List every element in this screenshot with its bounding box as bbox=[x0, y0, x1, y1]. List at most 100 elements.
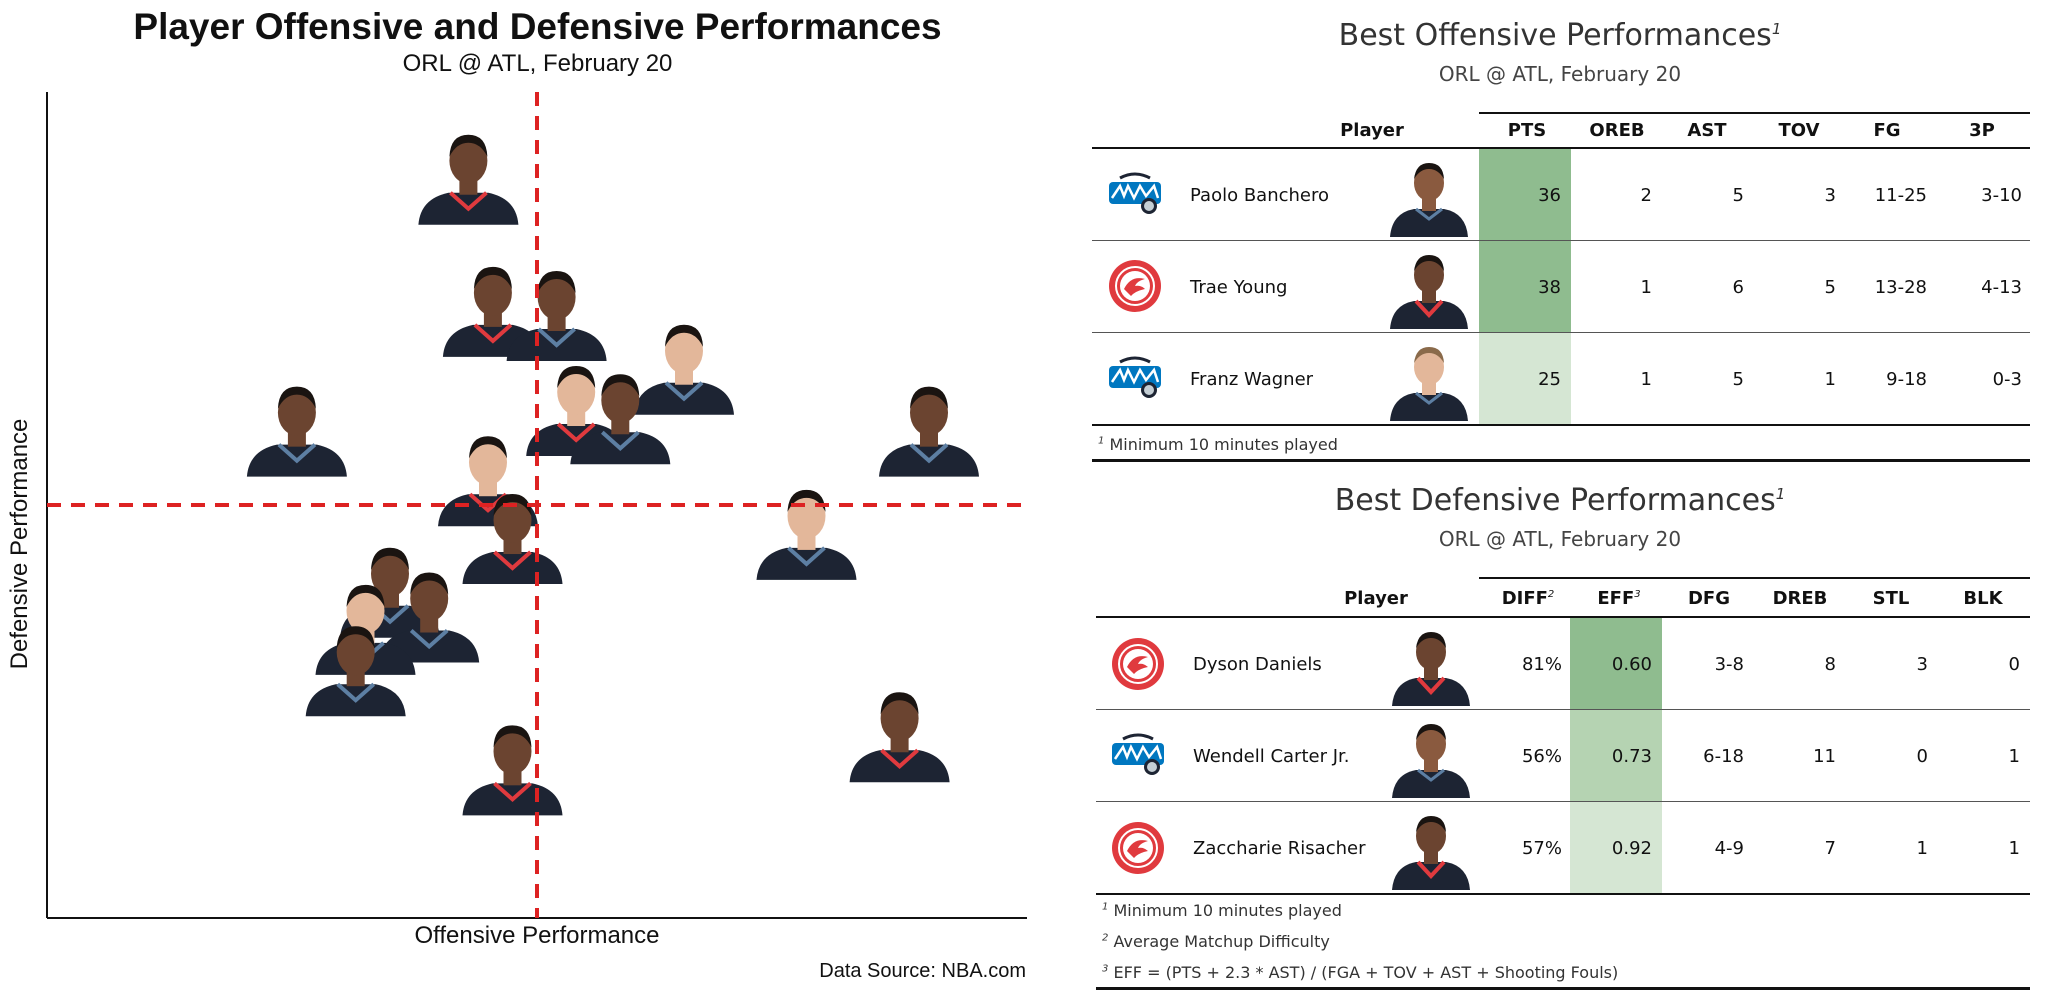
tov-value: 1 bbox=[1824, 369, 1836, 390]
dfg-value: 6-18 bbox=[1703, 746, 1744, 767]
col-tov: TOV bbox=[1778, 120, 1820, 141]
pts-highlight bbox=[1479, 333, 1571, 424]
fg-value: 11-25 bbox=[1874, 185, 1927, 206]
data-source: Data Source: NBA.com bbox=[819, 960, 1026, 982]
dfg-value: 4-9 bbox=[1714, 838, 1744, 859]
magic-logo-icon bbox=[1106, 352, 1164, 408]
player-point bbox=[570, 374, 671, 465]
eff-value: 0.60 bbox=[1611, 654, 1652, 675]
offense-footnote: 1 Minimum 10 minutes played bbox=[1098, 435, 1338, 454]
dreb-value: 11 bbox=[1813, 746, 1836, 767]
chart-subtitle: ORL @ ATL, February 20 bbox=[402, 50, 673, 77]
player-name: Wendell Carter Jr. bbox=[1193, 746, 1350, 767]
x-axis-label: Offensive Performance bbox=[414, 922, 660, 949]
ast-value: 5 bbox=[1732, 369, 1744, 390]
3p-value: 0-3 bbox=[1992, 369, 2022, 390]
chart-title: Player Offensive and Defensive Performan… bbox=[133, 6, 942, 47]
col-eff: EFF3 bbox=[1597, 588, 1641, 609]
ast-value: 6 bbox=[1732, 277, 1744, 298]
player-point bbox=[879, 386, 979, 477]
defense-footnote-2: 2 Average Matchup Difficulty bbox=[1102, 932, 1330, 951]
player-point bbox=[462, 725, 563, 816]
player-point bbox=[305, 626, 406, 717]
oreb-value: 2 bbox=[1640, 185, 1652, 206]
stl-value: 3 bbox=[1916, 654, 1928, 675]
player-headshot-icon bbox=[1386, 249, 1472, 333]
player-headshot-icon bbox=[1386, 157, 1472, 241]
row-divider bbox=[1092, 332, 2030, 333]
player-headshot-icon bbox=[1386, 341, 1472, 425]
tov-value: 3 bbox=[1824, 185, 1836, 206]
hawks-logo-icon bbox=[1107, 258, 1163, 318]
pts-value: 38 bbox=[1538, 277, 1561, 298]
scatter-plot bbox=[46, 92, 1027, 919]
offense-table: Player PTS OREB AST TOV FG 3P Paolo Banc… bbox=[1092, 110, 2030, 465]
offense-header-rule bbox=[1092, 147, 2030, 149]
pts-value: 36 bbox=[1538, 185, 1561, 206]
3p-value: 4-13 bbox=[1981, 277, 2022, 298]
stl-value: 1 bbox=[1916, 838, 1928, 859]
col-dreb: DREB bbox=[1772, 588, 1828, 609]
player-headshot-icon bbox=[1388, 718, 1474, 802]
defense-footnote-3: 3 EFF = (PTS + 2.3 * AST) / (FGA + TOV +… bbox=[1102, 963, 1619, 982]
row-divider bbox=[1096, 709, 2030, 710]
eff-value: 0.92 bbox=[1611, 838, 1652, 859]
defense-header-rule bbox=[1096, 616, 2030, 618]
eff-value: 0.73 bbox=[1611, 746, 1652, 767]
ast-value: 5 bbox=[1732, 185, 1744, 206]
col-diff: DIFF2 bbox=[1501, 588, 1555, 609]
player-headshot-icon bbox=[1388, 810, 1474, 894]
col-3p: 3P bbox=[1969, 120, 1995, 141]
eff-highlight bbox=[1570, 802, 1662, 893]
pts-highlight bbox=[1479, 241, 1571, 332]
blk-value: 1 bbox=[2008, 838, 2020, 859]
player-point bbox=[634, 324, 734, 415]
offense-table-subtitle: ORL @ ATL, February 20 bbox=[1438, 62, 1682, 86]
defense-top-rule bbox=[1479, 577, 2030, 579]
player-name: Franz Wagner bbox=[1190, 369, 1314, 390]
offense-table-title: Best Offensive Performances1 bbox=[1338, 18, 1782, 53]
dfg-value: 3-8 bbox=[1714, 654, 1744, 675]
diff-value: 56% bbox=[1521, 746, 1562, 767]
player-name: Trae Young bbox=[1190, 277, 1288, 298]
eff-highlight bbox=[1570, 710, 1662, 801]
player-point bbox=[246, 386, 347, 477]
defense-table-title: Best Defensive Performances1 bbox=[1334, 483, 1786, 518]
row-divider bbox=[1096, 801, 2030, 802]
3p-value: 3-10 bbox=[1981, 185, 2022, 206]
offense-top-rule bbox=[1479, 112, 2030, 114]
col-stl: STL bbox=[1872, 588, 1910, 609]
col-player: Player bbox=[1344, 588, 1408, 609]
player-point bbox=[418, 134, 519, 225]
eff-highlight bbox=[1570, 618, 1662, 709]
col-player: Player bbox=[1340, 120, 1404, 141]
hawks-logo-icon bbox=[1110, 820, 1166, 880]
fg-value: 13-28 bbox=[1874, 277, 1927, 298]
player-name: Dyson Daniels bbox=[1193, 654, 1322, 675]
blk-value: 1 bbox=[2008, 746, 2020, 767]
defense-footnote-1: 1 Minimum 10 minutes played bbox=[1102, 901, 1342, 920]
oreb-value: 1 bbox=[1640, 277, 1652, 298]
player-name: Zaccharie Risacher bbox=[1193, 838, 1366, 859]
fg-value: 9-18 bbox=[1886, 369, 1927, 390]
blk-value: 0 bbox=[2008, 654, 2020, 675]
col-ast: AST bbox=[1687, 120, 1727, 141]
magic-logo-icon bbox=[1106, 168, 1164, 224]
dreb-value: 8 bbox=[1824, 654, 1836, 675]
offense-body-rule bbox=[1092, 424, 2030, 426]
col-dfg: DFG bbox=[1687, 588, 1730, 609]
defense-table-subtitle: ORL @ ATL, February 20 bbox=[1438, 527, 1682, 551]
col-oreb: OREB bbox=[1589, 120, 1645, 141]
hawks-logo-icon bbox=[1110, 636, 1166, 696]
oreb-value: 1 bbox=[1640, 369, 1652, 390]
defense-table: Player DIFF2 EFF3 DFG DREB STL BLK Dyson… bbox=[1096, 576, 2030, 982]
diff-value: 81% bbox=[1521, 654, 1562, 675]
y-axis-label: Defensive Performance bbox=[6, 418, 33, 670]
player-name: Paolo Banchero bbox=[1190, 185, 1330, 206]
pts-value: 25 bbox=[1538, 369, 1561, 390]
stl-value: 0 bbox=[1916, 746, 1928, 767]
player-point bbox=[506, 271, 607, 362]
col-pts: PTS bbox=[1507, 120, 1547, 141]
magic-logo-icon bbox=[1109, 729, 1167, 785]
offense-bottom-rule bbox=[1092, 459, 2030, 462]
